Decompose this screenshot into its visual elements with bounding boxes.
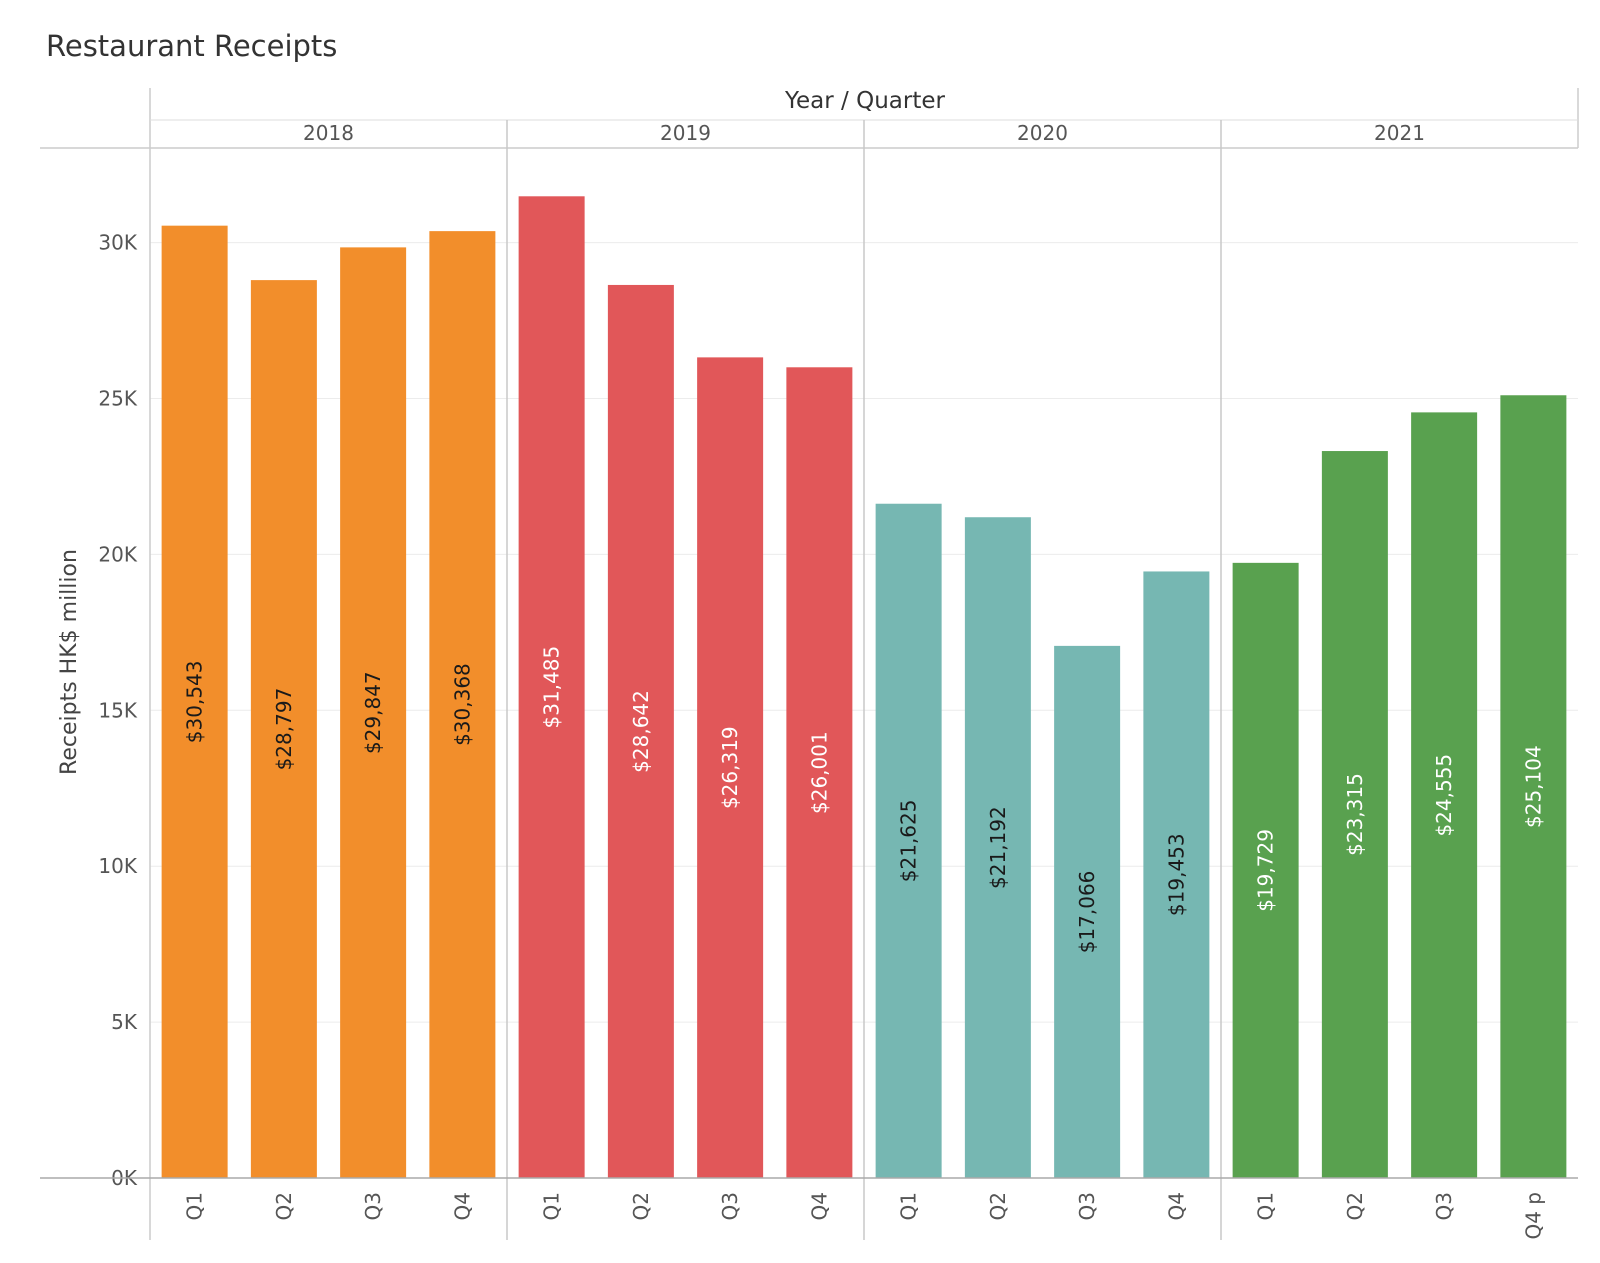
bar-2020-Q4 [1143, 571, 1210, 1178]
y-tick-label: 10K [98, 854, 137, 878]
value-label: $19,453 [1164, 833, 1188, 916]
bar-2021-Q4-p [1500, 395, 1567, 1178]
value-label: $17,066 [1075, 871, 1099, 954]
value-label: $31,485 [540, 646, 564, 729]
y-tick-label: 15K [98, 698, 137, 722]
x-tick-label: Q1 [897, 1192, 921, 1220]
x-tick-label: Q4 [1164, 1192, 1188, 1220]
bars [161, 196, 1567, 1179]
bar-2021-Q3 [1411, 412, 1478, 1178]
bar-2019-Q3 [697, 357, 764, 1179]
value-label: $30,543 [183, 660, 207, 743]
x-tick-label: Q3 [361, 1192, 385, 1220]
bar-2020-Q3 [1054, 645, 1121, 1178]
y-tick-label: 5K [111, 1010, 138, 1034]
year-header-2021: 2021 [1374, 121, 1425, 145]
y-tick-label: 20K [98, 542, 137, 566]
x-tick-label: Q1 [540, 1192, 564, 1220]
value-label: $28,642 [629, 690, 653, 773]
chart-frame: 2018 2019 2020 2021 [40, 88, 1579, 1240]
chart-title: Restaurant Receipts [46, 29, 337, 63]
value-label: $26,319 [718, 726, 742, 809]
x-tick-label: Q2 [1343, 1192, 1367, 1220]
column-header: Year / Quarter [784, 88, 945, 114]
x-tick-label: Q1 [183, 1192, 207, 1220]
bar-2019-Q2 [607, 284, 674, 1178]
value-label: $25,104 [1521, 745, 1545, 828]
data-labels: $30,543 $28,797 $29,847 $30,368 $31,485 $28,6… [183, 646, 1546, 954]
y-axis-label: Receipts HK$ million [57, 549, 82, 775]
value-label: $23,315 [1343, 773, 1367, 856]
value-label: $19,729 [1254, 829, 1278, 912]
value-label: $24,555 [1432, 754, 1456, 837]
x-tick-label: Q1 [1254, 1192, 1278, 1220]
bar-2020-Q2 [964, 517, 1031, 1178]
year-header-2020: 2020 [1017, 121, 1068, 145]
value-label: $26,001 [807, 731, 831, 814]
bar-2018-Q2 [250, 280, 317, 1179]
x-tick-label: Q4 [807, 1192, 831, 1220]
bar-2021-Q2 [1321, 451, 1388, 1178]
year-header-2018: 2018 [303, 121, 354, 145]
x-tick-label: Q4 p [1521, 1192, 1545, 1240]
y-tick-label: 30K [98, 231, 137, 255]
y-tick-label: 25K [98, 387, 137, 411]
x-tick-label: Q2 [272, 1192, 296, 1220]
bar-2019-Q4 [786, 367, 853, 1178]
x-tick-label: Q3 [1075, 1192, 1099, 1220]
x-tick-label: Q3 [1432, 1192, 1456, 1220]
bar-2018-Q4 [429, 231, 496, 1179]
x-tick-label: Q4 [450, 1192, 474, 1220]
year-header-2019: 2019 [660, 121, 711, 145]
bar-2018-Q1 [161, 225, 228, 1179]
x-tick-label: Q2 [986, 1192, 1010, 1220]
value-label: $21,625 [897, 800, 921, 883]
value-label: $29,847 [361, 671, 385, 754]
x-tick-label: Q3 [718, 1192, 742, 1220]
bar-2019-Q1 [518, 196, 585, 1178]
x-tick-label: Q2 [629, 1192, 653, 1220]
bar-2021-Q1 [1232, 562, 1299, 1178]
value-label: $30,368 [450, 663, 474, 746]
bar-2020-Q1 [875, 503, 942, 1178]
value-label: $21,192 [986, 806, 1010, 889]
bar-2018-Q3 [340, 247, 407, 1178]
value-label: $28,797 [272, 688, 296, 771]
